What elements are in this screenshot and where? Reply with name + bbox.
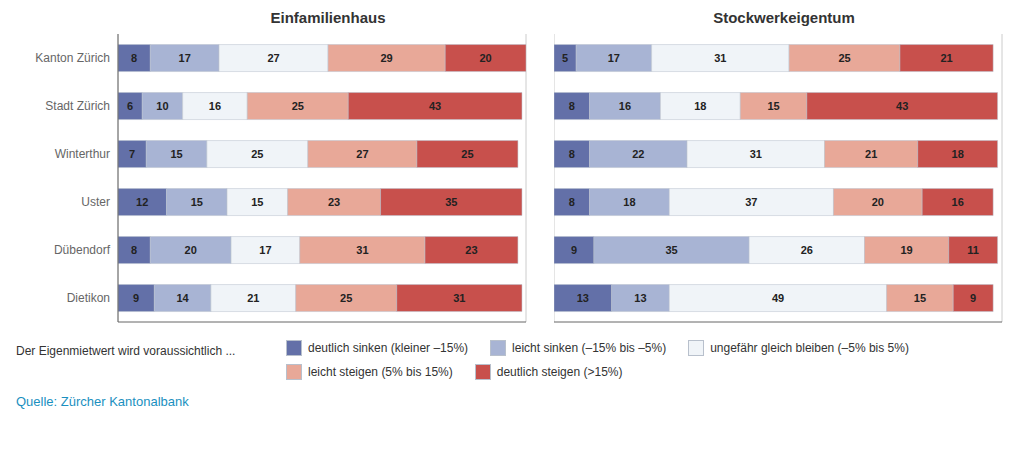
svg-text:43: 43 — [896, 100, 908, 112]
svg-text:9: 9 — [133, 292, 139, 304]
svg-text:19: 19 — [901, 244, 913, 256]
svg-text:35: 35 — [445, 196, 457, 208]
svg-text:29: 29 — [381, 52, 393, 64]
html-text:Stockwerkeigentum: Stockwerkeigentum — [713, 9, 855, 26]
svg-text:15: 15 — [251, 196, 263, 208]
svg-text:25: 25 — [251, 148, 263, 160]
svg-text:25: 25 — [838, 52, 850, 64]
svg-text:31: 31 — [750, 148, 762, 160]
svg-text:9: 9 — [571, 244, 577, 256]
html-text:Einfamilienhaus: Einfamilienhaus — [270, 9, 386, 26]
svg-text:8: 8 — [569, 148, 575, 160]
svg-text:31: 31 — [453, 292, 465, 304]
svg-text:13: 13 — [634, 292, 646, 304]
svg-text:Dietikon: Dietikon — [67, 291, 110, 305]
svg-text:25: 25 — [461, 148, 473, 160]
svg-text:20: 20 — [872, 196, 884, 208]
html-text:deutlich sinken (kleiner –15%): deutlich sinken (kleiner –15%) — [308, 341, 469, 355]
svg-text:16: 16 — [619, 100, 631, 112]
html-text:deutlich steigen (>15%): deutlich steigen (>15%) — [496, 365, 623, 379]
html-text:Der Eigenmietwert wird vorauss: Der Eigenmietwert wird voraussichtlich .… — [16, 344, 236, 358]
svg-text:16: 16 — [209, 100, 221, 112]
svg-text:31: 31 — [356, 244, 368, 256]
html-text:leicht sinken (–15% bis –5%): leicht sinken (–15% bis –5%) — [512, 341, 667, 355]
svg-text:20: 20 — [185, 244, 197, 256]
svg-text:17: 17 — [179, 52, 191, 64]
svg-text:21: 21 — [865, 148, 877, 160]
svg-text:9: 9 — [970, 292, 976, 304]
svg-text:31: 31 — [714, 52, 726, 64]
html-text:ungefähr gleich bleiben (–5% b: ungefähr gleich bleiben (–5% bis 5%) — [710, 341, 909, 355]
svg-text:15: 15 — [914, 292, 926, 304]
svg-text:12: 12 — [136, 196, 148, 208]
html-text:leicht steigen (5% bis 15%): leicht steigen (5% bis 15%) — [308, 365, 453, 379]
svg-text:13: 13 — [577, 292, 589, 304]
html-text:Quelle: Zürcher Kantonalbank: Quelle: Zürcher Kantonalbank — [16, 394, 189, 409]
svg-text:8: 8 — [569, 100, 575, 112]
svg-text:18: 18 — [623, 196, 635, 208]
svg-text:22: 22 — [632, 148, 644, 160]
svg-text:25: 25 — [340, 292, 352, 304]
svg-text:15: 15 — [767, 100, 779, 112]
svg-text:21: 21 — [247, 292, 259, 304]
svg-text:15: 15 — [170, 148, 182, 160]
svg-text:14: 14 — [177, 292, 190, 304]
svg-text:6: 6 — [127, 100, 133, 112]
svg-text:49: 49 — [772, 292, 784, 304]
svg-text:17: 17 — [259, 244, 271, 256]
svg-text:10: 10 — [156, 100, 168, 112]
svg-text:15: 15 — [191, 196, 203, 208]
svg-text:Winterthur: Winterthur — [55, 147, 110, 161]
svg-text:20: 20 — [479, 52, 491, 64]
svg-text:Stadt Zürich: Stadt Zürich — [45, 99, 110, 113]
svg-text:23: 23 — [328, 196, 340, 208]
svg-text:43: 43 — [429, 100, 441, 112]
svg-text:18: 18 — [694, 100, 706, 112]
svg-text:37: 37 — [745, 196, 757, 208]
svg-text:25: 25 — [292, 100, 304, 112]
svg-text:27: 27 — [356, 148, 368, 160]
svg-text:7: 7 — [129, 148, 135, 160]
svg-text:35: 35 — [665, 244, 677, 256]
svg-text:18: 18 — [952, 148, 964, 160]
svg-text:8: 8 — [131, 52, 137, 64]
svg-text:27: 27 — [267, 52, 279, 64]
svg-text:Dübendorf: Dübendorf — [54, 243, 111, 257]
svg-text:11: 11 — [967, 244, 979, 256]
svg-text:Kanton Zürich: Kanton Zürich — [35, 51, 110, 65]
svg-text:Uster: Uster — [81, 195, 110, 209]
svg-text:8: 8 — [569, 196, 575, 208]
svg-text:17: 17 — [608, 52, 620, 64]
svg-text:21: 21 — [940, 52, 952, 64]
svg-text:26: 26 — [801, 244, 813, 256]
svg-text:5: 5 — [562, 52, 568, 64]
svg-text:16: 16 — [952, 196, 964, 208]
svg-text:8: 8 — [131, 244, 137, 256]
svg-text:23: 23 — [465, 244, 477, 256]
